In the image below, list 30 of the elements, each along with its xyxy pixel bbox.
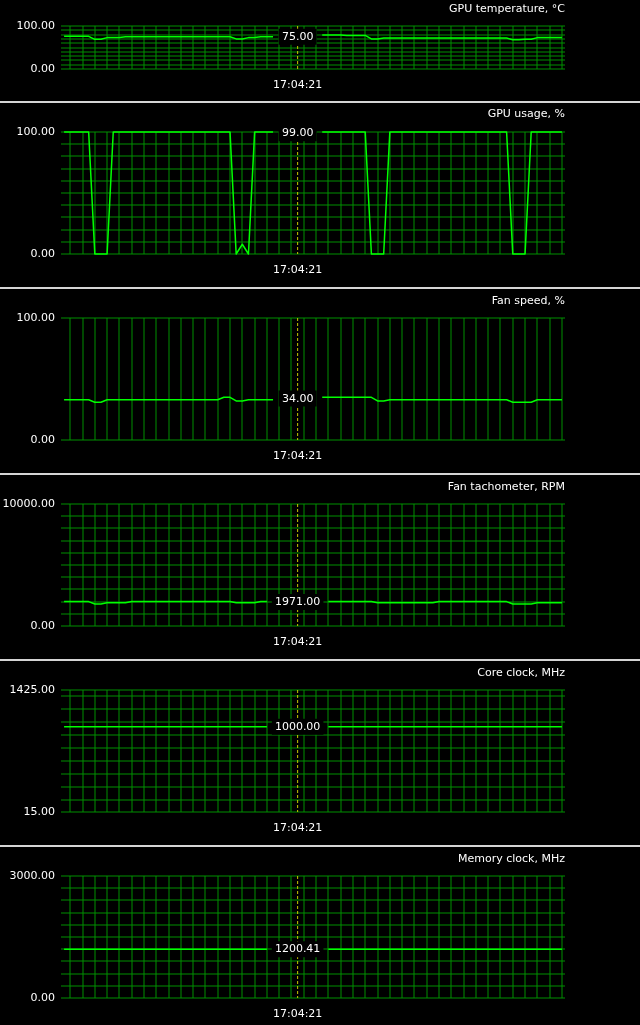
y-tick-label: 0.00	[30, 433, 55, 446]
chart-title: Core clock, MHz	[477, 666, 566, 679]
y-tick-label: 10000.00	[2, 497, 55, 510]
x-tick-label: 17:04:21	[272, 1007, 323, 1020]
y-tick-label: 0.00	[30, 619, 55, 632]
chart-title: Fan speed, %	[491, 294, 565, 307]
annotation: 75.00	[281, 29, 314, 43]
y-tick-label: 100.00	[16, 311, 55, 324]
y-tick-label: 0.00	[30, 62, 55, 75]
x-tick-label: 17:04:21	[272, 821, 323, 834]
annotation: 34.00	[281, 391, 314, 405]
y-tick-label: 100.00	[16, 19, 55, 32]
y-tick-label: 15.00	[23, 805, 55, 818]
annotation: 1000.00	[274, 719, 321, 733]
annotation: 1200.41	[274, 942, 321, 956]
y-tick-label: 0.00	[30, 991, 55, 1004]
chart-title: Fan tachometer, RPM	[447, 480, 565, 493]
x-tick-label: 17:04:21	[272, 78, 323, 91]
chart-title: Memory clock, MHz	[457, 852, 566, 865]
y-tick-label: 1425.00	[9, 683, 55, 696]
chart-title: GPU temperature, °C	[448, 2, 566, 15]
annotation: 1971.00	[274, 594, 321, 608]
y-tick-label: 0.00	[30, 247, 55, 260]
x-tick-label: 17:04:21	[272, 449, 323, 462]
y-tick-label: 100.00	[16, 125, 55, 138]
y-tick-label: 3000.00	[9, 869, 55, 882]
chart-title: GPU usage, %	[487, 107, 565, 121]
x-tick-label: 17:04:21	[272, 263, 323, 276]
annotation: 99.00	[281, 126, 314, 140]
x-tick-label: 17:04:21	[272, 635, 323, 648]
